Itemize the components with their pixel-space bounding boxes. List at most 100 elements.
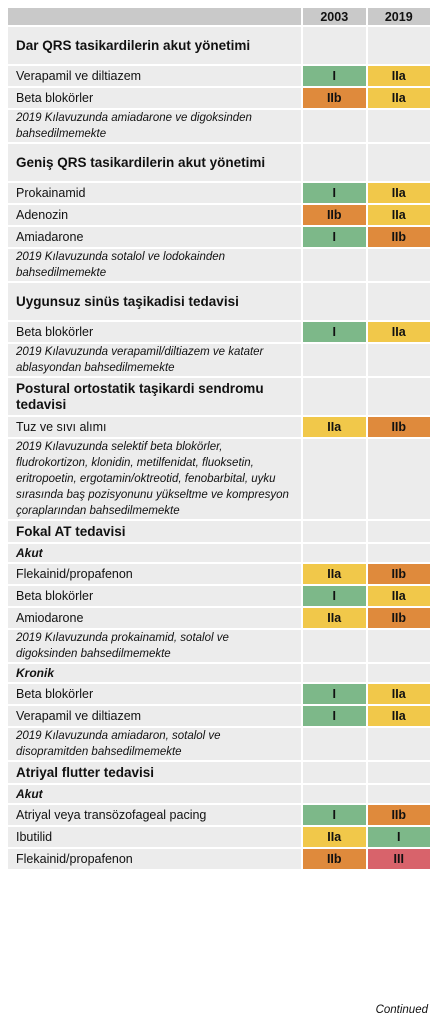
note-row: 2019 Kılavuzunda prokainamid, sotalol ve… (8, 630, 430, 662)
item-text: Amiodarone (8, 608, 301, 628)
item-row: Beta blokörler IIb IIa (8, 88, 430, 108)
class-rating: IIa (367, 706, 430, 726)
class-rating: IIb (303, 205, 366, 225)
note-text: 2019 Kılavuzunda sotalol ve lodokainden … (8, 249, 301, 281)
note-text: 2019 Kılavuzunda selektif beta blokörler… (8, 439, 301, 519)
item-text: Atriyal veya transözofageal pacing (8, 805, 301, 825)
empty-cell (367, 144, 430, 181)
section-text: Geniş QRS tasikardilerin akut yönetimi (8, 144, 301, 181)
section-row: Geniş QRS tasikardilerin akut yönetimi (8, 144, 430, 181)
subsection-text: Akut (8, 544, 301, 562)
item-row: Ibutilid IIa I (8, 827, 430, 847)
section-text: Uygunsuz sinüs taşikadisi tedavisi (8, 283, 301, 320)
empty-cell (367, 344, 430, 376)
section-text: Atriyal flutter tedavisi (8, 762, 301, 783)
item-text: Ibutilid (8, 827, 301, 847)
class-rating: IIa (303, 827, 366, 847)
subsection-row: Kronik (8, 664, 430, 682)
note-row: 2019 Kılavuzunda selektif beta blokörler… (8, 439, 430, 519)
section-row: Fokal AT tedavisi (8, 521, 430, 542)
empty-cell (367, 762, 430, 783)
item-text: Flekainid/propafenon (8, 564, 301, 584)
class-rating: IIb (367, 805, 430, 825)
class-rating: IIa (367, 88, 430, 108)
recommendation-table: 2003 2019 Dar QRS tasikardilerin akut yö… (6, 6, 432, 871)
item-text: Amiadarone (8, 227, 301, 247)
class-rating: IIa (303, 417, 366, 437)
note-row: 2019 Kılavuzunda amiadarone ve digoksind… (8, 110, 430, 142)
class-rating: IIb (367, 227, 430, 247)
empty-cell (367, 728, 430, 760)
item-text: Beta blokörler (8, 322, 301, 342)
empty-cell (303, 728, 366, 760)
section-text: Dar QRS tasikardilerin akut yönetimi (8, 27, 301, 64)
class-rating: I (367, 827, 430, 847)
empty-cell (367, 664, 430, 682)
empty-cell (303, 521, 366, 542)
item-row: Beta blokörler I IIa (8, 322, 430, 342)
empty-cell (303, 249, 366, 281)
empty-cell (303, 283, 366, 320)
section-row: Dar QRS tasikardilerin akut yönetimi (8, 27, 430, 64)
item-row: Adenozin IIb IIa (8, 205, 430, 225)
class-rating: I (303, 322, 366, 342)
empty-cell (367, 378, 430, 415)
empty-cell (367, 27, 430, 64)
item-row: Beta blokörler I IIa (8, 684, 430, 704)
class-rating: IIb (367, 564, 430, 584)
class-rating: IIa (367, 322, 430, 342)
section-row: Uygunsuz sinüs taşikadisi tedavisi (8, 283, 430, 320)
column-header: 2019 (367, 8, 430, 25)
item-text: Flekainid/propafenon (8, 849, 301, 869)
class-rating: IIa (367, 586, 430, 606)
empty-cell (303, 144, 366, 181)
item-row: Atriyal veya transözofageal pacing I IIb (8, 805, 430, 825)
subsection-row: Akut (8, 544, 430, 562)
empty-cell (367, 785, 430, 803)
empty-cell (303, 544, 366, 562)
empty-cell (303, 110, 366, 142)
class-rating: IIa (303, 608, 366, 628)
class-rating: IIa (367, 183, 430, 203)
class-rating: IIa (303, 564, 366, 584)
item-text: Beta blokörler (8, 586, 301, 606)
section-row: Atriyal flutter tedavisi (8, 762, 430, 783)
empty-cell (303, 378, 366, 415)
class-rating: I (303, 586, 366, 606)
class-rating: I (303, 706, 366, 726)
item-text: Verapamil ve diltiazem (8, 706, 301, 726)
item-row: Verapamil ve diltiazem I IIa (8, 706, 430, 726)
note-text: 2019 Kılavuzunda amiadaron, sotalol ve d… (8, 728, 301, 760)
empty-cell (367, 110, 430, 142)
empty-cell (303, 762, 366, 783)
class-rating: I (303, 805, 366, 825)
class-rating: IIb (367, 417, 430, 437)
empty-cell (303, 785, 366, 803)
item-row: Verapamil ve diltiazem I IIa (8, 66, 430, 86)
header-blank (8, 8, 301, 25)
header-row: 2003 2019 (8, 8, 430, 25)
item-row: Beta blokörler I IIa (8, 586, 430, 606)
class-rating: III (367, 849, 430, 869)
empty-cell (367, 249, 430, 281)
footer-note: Continued (375, 1004, 428, 1016)
table-body: 2003 2019 Dar QRS tasikardilerin akut yö… (8, 8, 430, 869)
item-text: Adenozin (8, 205, 301, 225)
note-text: 2019 Kılavuzunda amiadarone ve digoksind… (8, 110, 301, 142)
class-rating: I (303, 227, 366, 247)
item-row: Prokainamid I IIa (8, 183, 430, 203)
empty-cell (303, 344, 366, 376)
item-row: Flekainid/propafenon IIa IIb (8, 564, 430, 584)
empty-cell (367, 544, 430, 562)
class-rating: IIb (303, 88, 366, 108)
class-rating: IIb (303, 849, 366, 869)
note-row: 2019 Kılavuzunda verapamil/diltiazem ve … (8, 344, 430, 376)
item-text: Tuz ve sıvı alımı (8, 417, 301, 437)
note-text: 2019 Kılavuzunda prokainamid, sotalol ve… (8, 630, 301, 662)
empty-cell (367, 521, 430, 542)
class-rating: I (303, 66, 366, 86)
item-text: Beta blokörler (8, 88, 301, 108)
item-text: Verapamil ve diltiazem (8, 66, 301, 86)
empty-cell (303, 439, 366, 519)
